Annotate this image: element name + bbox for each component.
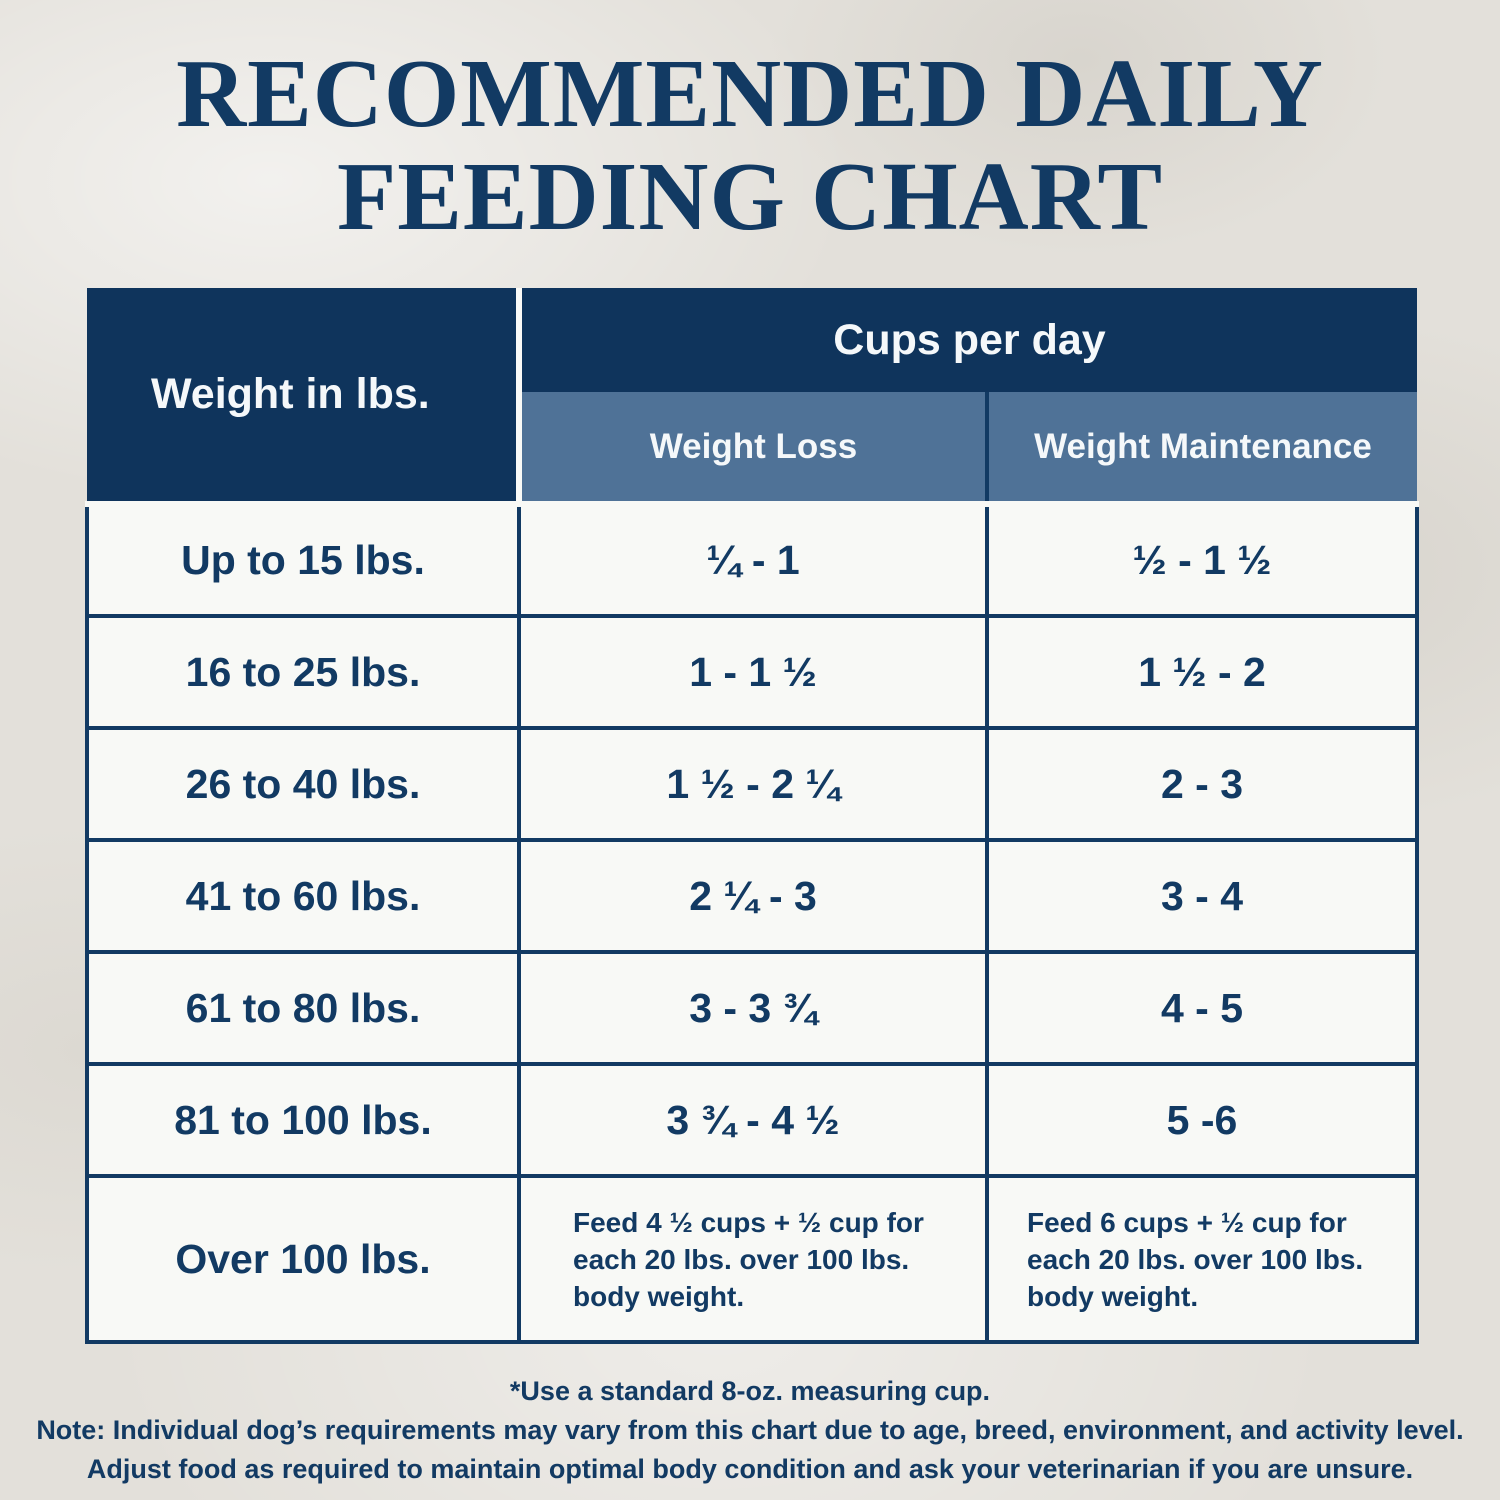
table-row: Over 100 lbs. Feed 4 ½ cups + ½ cup for … xyxy=(85,1174,1419,1344)
table-row: 81 to 100 lbs. 3 ¾ - 4 ½ 5 -6 xyxy=(85,1062,1419,1178)
footnote-requirements-vary: Note: Individual dog’s requirements may … xyxy=(36,1415,1464,1445)
weight-range-cell: 61 to 80 lbs. xyxy=(85,950,521,1066)
weight-loss-cell: 3 ¾ - 4 ½ xyxy=(517,1062,989,1178)
feeding-chart-table: Weight in lbs. Cups per day Weight Loss … xyxy=(85,288,1419,1344)
weight-maintenance-cell: 3 - 4 xyxy=(985,838,1419,954)
column-header-weight-loss: Weight Loss xyxy=(519,392,987,507)
weight-range-cell: Over 100 lbs. xyxy=(85,1174,521,1344)
page-title: RECOMMENDED DAILY FEEDING CHART xyxy=(0,42,1500,248)
weight-loss-cell: 1 - 1 ½ xyxy=(517,614,989,730)
column-header-weight-maintenance: Weight Maintenance xyxy=(985,392,1417,507)
weight-loss-cell: ¼ - 1 xyxy=(517,502,989,618)
weight-loss-cell: 3 - 3 ¾ xyxy=(517,950,989,1066)
weight-maintenance-cell: 2 - 3 xyxy=(985,726,1419,842)
weight-range-cell: Up to 15 lbs. xyxy=(85,502,521,618)
footnote-measuring-cup: *Use a standard 8-oz. measuring cup. xyxy=(509,1376,991,1406)
weight-loss-cell: 2 ¼ - 3 xyxy=(517,838,989,954)
weight-maintenance-cell: 4 - 5 xyxy=(985,950,1419,1066)
footnotes: *Use a standard 8-oz. measuring cup. Not… xyxy=(0,1372,1500,1489)
weight-maintenance-feeding-note-cell: Feed 6 cups + ½ cup for each 20 lbs. ove… xyxy=(985,1174,1419,1344)
weight-maintenance-cell: 1 ½ - 2 xyxy=(985,614,1419,730)
page-title-line-1: RECOMMENDED DAILY xyxy=(176,40,1324,147)
table-row: 26 to 40 lbs. 1 ½ - 2 ¼ 2 - 3 xyxy=(85,726,1419,842)
weight-loss-feeding-note-cell: Feed 4 ½ cups + ½ cup for each 20 lbs. o… xyxy=(517,1174,989,1344)
weight-maintenance-cell: ½ - 1 ½ xyxy=(985,502,1419,618)
weight-range-cell: 41 to 60 lbs. xyxy=(85,838,521,954)
weight-range-cell: 16 to 25 lbs. xyxy=(85,614,521,730)
column-group-header-cups-per-day: Cups per day xyxy=(519,288,1417,392)
page-title-line-2: FEEDING CHART xyxy=(336,143,1164,250)
table-row: 41 to 60 lbs. 2 ¼ - 3 3 - 4 xyxy=(85,838,1419,954)
footnote-adjust-food: Adjust food as required to maintain opti… xyxy=(86,1454,1414,1484)
table-row: Up to 15 lbs. ¼ - 1 ½ - 1 ½ xyxy=(85,502,1419,618)
column-header-weight: Weight in lbs. xyxy=(87,288,522,507)
weight-loss-cell: 1 ½ - 2 ¼ xyxy=(517,726,989,842)
table-row: 16 to 25 lbs. 1 - 1 ½ 1 ½ - 2 xyxy=(85,614,1419,730)
weight-maintenance-cell: 5 -6 xyxy=(985,1062,1419,1178)
weight-range-cell: 26 to 40 lbs. xyxy=(85,726,521,842)
weight-range-cell: 81 to 100 lbs. xyxy=(85,1062,521,1178)
table-row: 61 to 80 lbs. 3 - 3 ¾ 4 - 5 xyxy=(85,950,1419,1066)
